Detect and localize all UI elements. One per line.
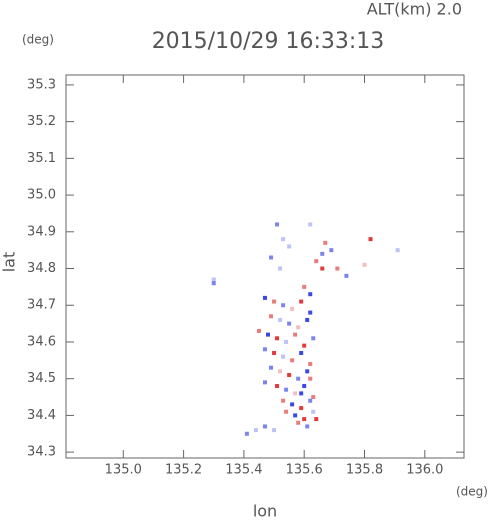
echo-cell <box>275 336 280 341</box>
chart-title: 2015/10/29 16:33:13 <box>152 29 385 54</box>
x-tick-label: 135.8 <box>346 463 383 478</box>
echo-cell <box>275 222 280 227</box>
echo-cell <box>344 273 349 278</box>
y-tick-label: 34.4 <box>27 408 56 423</box>
echo-cell <box>281 354 286 359</box>
y-tick-label: 34.5 <box>27 371 56 386</box>
y-axis-label: lat <box>0 252 19 273</box>
echo-cell <box>296 376 301 381</box>
echo-cell <box>362 262 367 267</box>
echo-cell <box>368 237 373 242</box>
y-tick-label: 35.2 <box>27 114 56 129</box>
echo-cell <box>293 413 298 418</box>
echo-cell <box>263 424 267 429</box>
x-unit: (deg) <box>456 485 488 499</box>
y-tick-label: 34.7 <box>27 298 56 313</box>
echo-cell <box>314 417 319 422</box>
echo-cell <box>256 328 261 333</box>
x-tick-label: 135.6 <box>286 463 323 478</box>
echo-cell <box>287 244 292 249</box>
echo-cell <box>308 398 313 403</box>
echo-cell <box>272 299 277 304</box>
echo-cell <box>302 417 307 422</box>
echo-cell <box>278 369 283 374</box>
echo-cell <box>302 343 307 348</box>
echo-cell <box>305 317 310 322</box>
echo-cell <box>287 373 292 378</box>
echo-cell <box>269 314 274 319</box>
echo-cell <box>293 391 298 396</box>
echo-cell <box>281 398 286 403</box>
echo-cell <box>290 402 295 407</box>
echo-cell <box>275 384 280 389</box>
y-tick-label: 34.8 <box>27 261 56 276</box>
echo-cell <box>308 310 313 315</box>
echo-cell <box>272 428 277 433</box>
y-unit: (deg) <box>22 33 54 47</box>
echo-cell <box>281 303 286 308</box>
echo-cell <box>299 350 304 355</box>
x-tick-label: 135.0 <box>105 463 142 478</box>
echo-cell <box>311 409 316 414</box>
echo-cell <box>395 248 400 253</box>
echo-cell <box>269 255 274 260</box>
y-tick-label: 34.6 <box>27 334 56 349</box>
x-tick-label: 136.0 <box>406 463 443 478</box>
echo-cell <box>290 306 295 311</box>
echo-cell <box>305 369 310 374</box>
echo-cell <box>323 240 328 245</box>
echo-cell <box>290 358 295 363</box>
echo-cell <box>329 248 334 253</box>
x-tick-label: 135.4 <box>225 463 262 478</box>
echo-cell <box>308 222 313 227</box>
echo-cell <box>284 387 289 392</box>
echo-cell <box>272 350 277 355</box>
subtitle: ALT(km) 2.0 <box>367 0 462 19</box>
echo-cell <box>293 332 298 337</box>
echo-cell <box>263 347 267 352</box>
y-tick-label: 35.0 <box>27 188 56 203</box>
echo-cell <box>281 237 286 242</box>
y-tick-label: 35.3 <box>27 77 56 92</box>
echo-cell <box>278 317 283 322</box>
echo-cell <box>320 251 325 256</box>
echo-cell <box>244 431 249 436</box>
echo-cell <box>284 339 289 344</box>
echo-cell <box>278 266 283 271</box>
echo-cell <box>335 266 340 271</box>
plot-frame <box>65 74 465 459</box>
echo-cell <box>308 361 313 366</box>
y-tick-label: 34.3 <box>27 445 56 460</box>
echo-cell <box>308 376 313 381</box>
echo-cell <box>284 409 289 414</box>
echo-cell <box>320 266 325 271</box>
echo-cell <box>305 424 310 429</box>
echo-cell <box>296 325 301 330</box>
echo-cell <box>253 428 258 433</box>
echo-cell <box>287 321 292 326</box>
echo-cell <box>302 284 307 289</box>
echo-cell <box>211 277 216 282</box>
x-tick-label: 135.2 <box>165 463 202 478</box>
echo-cell <box>299 299 304 304</box>
echo-cell <box>314 259 319 264</box>
echo-cell <box>308 292 313 297</box>
echo-cell <box>263 295 267 300</box>
echo-cell <box>311 395 316 400</box>
echo-cell <box>299 406 304 411</box>
echo-cell <box>266 332 271 337</box>
y-tick-label: 35.1 <box>27 151 56 166</box>
x-axis-label: lon <box>253 502 277 521</box>
echo-cell <box>302 384 307 389</box>
echo-cell <box>299 391 304 396</box>
echo-cell <box>296 420 301 425</box>
echo-cell <box>311 336 316 341</box>
echo-cell <box>211 281 216 286</box>
echo-cell <box>263 380 267 385</box>
y-tick-label: 34.9 <box>27 224 56 239</box>
echo-cell <box>269 365 274 370</box>
